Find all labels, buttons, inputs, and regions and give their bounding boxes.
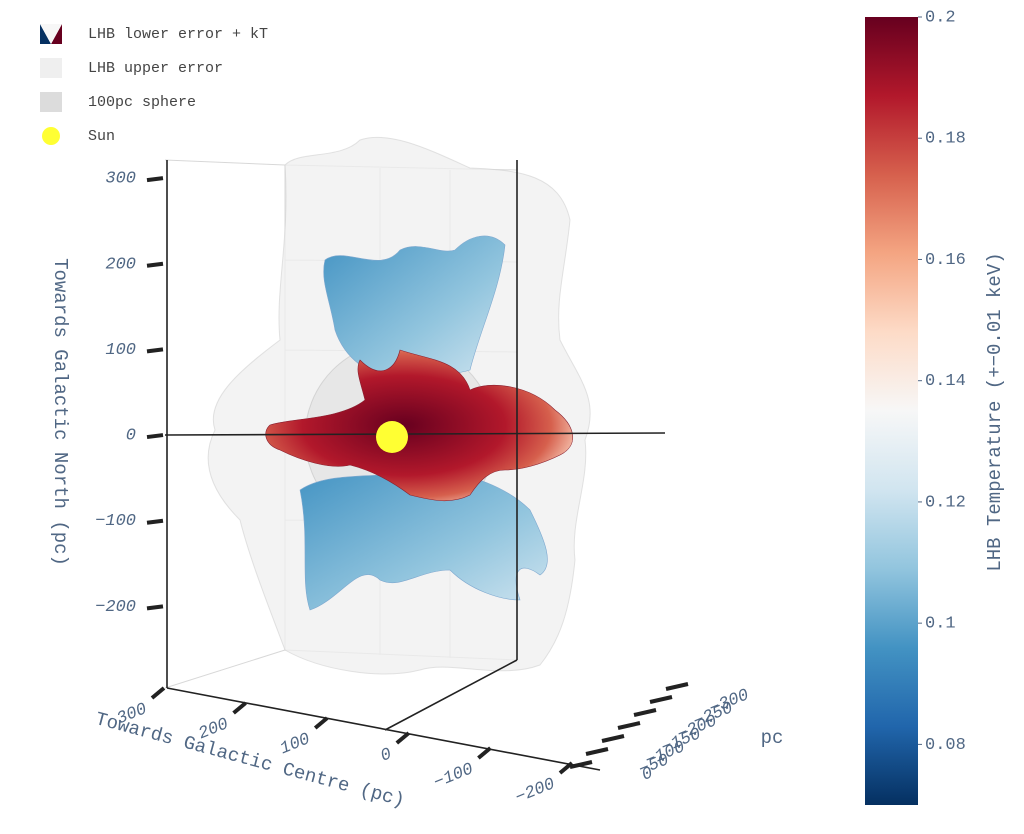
z-tick	[146, 176, 164, 183]
legend-icon	[42, 127, 60, 145]
z-tick-label: 200	[105, 255, 136, 274]
z-axis-title: Towards Galactic North (pc)	[49, 258, 71, 566]
z-tick-label: −100	[95, 512, 136, 531]
x-tick	[313, 716, 329, 730]
kt-surface-core	[265, 349, 574, 502]
x-tick	[150, 686, 166, 700]
legend-icon	[40, 92, 62, 112]
legend-icon	[40, 58, 62, 78]
legend: LHB lower error + kT LHB upper error 100pc…	[40, 24, 268, 145]
z-tick-label: 0	[126, 427, 136, 446]
x-tick-label: −200	[513, 775, 558, 808]
x-tick	[395, 731, 411, 745]
z-tick	[146, 604, 164, 611]
y-tick	[585, 747, 609, 756]
colorbar	[865, 17, 918, 805]
y-tick	[633, 708, 657, 717]
z-tick-label: 300	[105, 170, 136, 189]
z-tick	[146, 433, 164, 440]
z-tick	[146, 261, 164, 268]
colorbar-tick-label: 0.18	[925, 130, 966, 149]
colorbar-tick-label: 0.2	[925, 8, 956, 27]
colorbar-title: LHB Temperature (+−0.01 keV)	[984, 252, 1006, 571]
z-tick	[146, 347, 164, 354]
y-tick	[649, 695, 673, 704]
legend-label: 100pc sphere	[88, 94, 196, 111]
y-tick	[601, 734, 625, 743]
y-tick	[665, 682, 689, 691]
legend-label: LHB lower error + kT	[88, 26, 268, 43]
z-tick-label: −200	[95, 598, 136, 617]
legend-label: Sun	[88, 128, 115, 145]
legend-label: LHB upper error	[88, 60, 223, 77]
legend-icon	[40, 24, 62, 44]
colorbar-tick-label: 0.16	[925, 251, 966, 270]
colorbar-tick-label: 0.08	[925, 736, 966, 755]
x-tick	[477, 746, 492, 760]
y-tick	[569, 760, 593, 769]
z-tick	[146, 518, 164, 525]
x-tick-label: 100	[278, 730, 313, 759]
central-axes	[164, 160, 666, 771]
x-tick-label: 0	[378, 745, 395, 766]
x-tick	[558, 761, 574, 775]
x-axis-title: Towards Galactic Centre (pc)	[93, 708, 407, 812]
x-tick-label: 200	[196, 715, 231, 744]
x-tick-label: −100	[431, 760, 476, 793]
y-tick	[617, 721, 641, 730]
kt-surface-upper	[323, 235, 506, 381]
y-axis-title: pc	[761, 727, 784, 749]
colorbar-tick-label: 0.1	[925, 615, 956, 634]
colorbar-tick-label: 0.14	[925, 372, 966, 391]
x-tick	[232, 701, 247, 715]
sun-marker	[376, 421, 408, 453]
colorbar-tick-label: 0.12	[925, 493, 966, 512]
z-tick-label: 100	[105, 341, 136, 360]
